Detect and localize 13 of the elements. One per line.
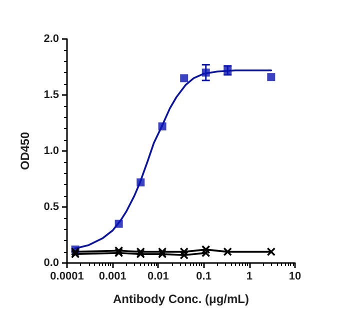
x-tick-label: 0.01 — [147, 270, 169, 282]
x-tick-label: 10 — [288, 270, 302, 282]
x-tick-label: 1 — [246, 270, 252, 282]
y-tick-label: 0.0 — [44, 257, 59, 269]
y-tick-label: 1.5 — [44, 89, 59, 101]
x-tick-label: 0.001 — [98, 270, 126, 282]
y-tick-label: 1.0 — [44, 145, 59, 157]
x-tick-label: 0.1 — [196, 270, 212, 282]
x-axis-title: Antibody Conc. (μg/mL) — [113, 292, 249, 306]
y-tick-label: 2.0 — [44, 33, 59, 45]
x-tick-label: 0.0001 — [50, 270, 84, 282]
y-tick-label: 0.5 — [44, 201, 59, 213]
y-axis-title: OD450 — [18, 132, 32, 170]
